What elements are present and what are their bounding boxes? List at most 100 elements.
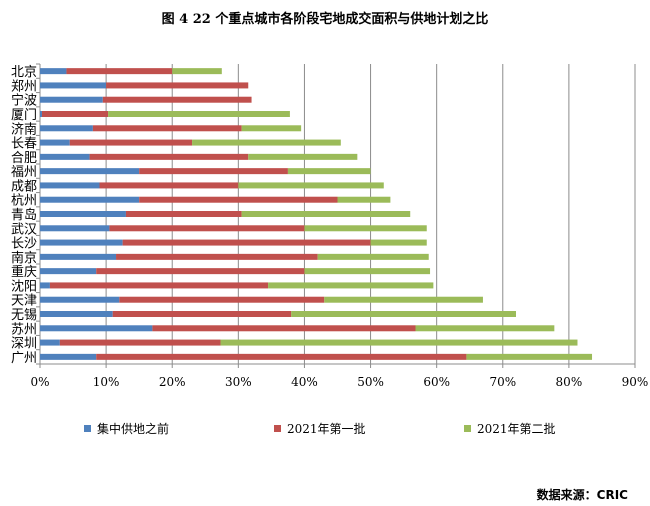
y-tick-label: 长沙 xyxy=(11,237,37,252)
bar-segment-series-3 xyxy=(268,282,434,289)
bar-segment-series-3 xyxy=(172,68,222,75)
bar-segment-series-3 xyxy=(415,325,555,332)
chart-title: 图 4 22 个重点城市各阶段宅地成交面积与供地计划之比 xyxy=(161,12,489,27)
bar-segment-series-3 xyxy=(324,296,483,303)
bar-segment-series-2 xyxy=(59,339,221,346)
bar-segment-series-3 xyxy=(466,353,593,360)
bar-segment-series-1 xyxy=(40,253,117,260)
bar-segment-series-2 xyxy=(66,68,173,75)
y-tick-label: 深圳 xyxy=(11,337,37,352)
bar-segment-series-3 xyxy=(241,125,302,132)
y-tick-label: 苏州 xyxy=(11,321,37,337)
y-tick-label: 沈阳 xyxy=(11,279,37,294)
y-tick-label: 无锡 xyxy=(11,308,37,323)
bar-segment-series-1 xyxy=(40,211,126,217)
bar-segment-series-1 xyxy=(40,268,97,275)
bar-segment-series-2 xyxy=(41,111,109,117)
y-tick-label: 武汉 xyxy=(11,222,37,237)
bar-segment-series-1 xyxy=(40,339,60,346)
y-tick-label: 郑州 xyxy=(11,79,37,94)
legend-item-series-1: 集中供地之前 xyxy=(84,420,169,437)
x-tick-label: 40% xyxy=(291,375,318,389)
bar-segment-series-2 xyxy=(49,282,269,289)
bar-segment-series-2 xyxy=(125,211,242,217)
bar-segment-series-3 xyxy=(108,111,290,117)
bar-segment-series-1 xyxy=(40,125,93,132)
bar-segment-series-2 xyxy=(109,225,305,232)
x-tick-label: 60% xyxy=(423,375,450,389)
bar-segment-series-2 xyxy=(96,353,467,360)
bar-segment-series-1 xyxy=(40,168,140,175)
y-tick-label: 天津 xyxy=(11,294,37,309)
bar-segment-series-2 xyxy=(92,125,242,132)
bar-segment-series-3 xyxy=(220,339,578,346)
x-tick-label: 70% xyxy=(489,375,516,389)
legend: 集中供地之前 2021年第一批 2021年第二批 xyxy=(0,420,650,440)
bar-segment-series-2 xyxy=(106,82,249,89)
legend-item-series-3: 2021年第二批 xyxy=(464,420,556,437)
x-tick-label: 30% xyxy=(225,375,252,389)
bar-segment-series-2 xyxy=(152,325,416,332)
bar-segment-series-1 xyxy=(40,153,90,160)
bar-segment-series-1 xyxy=(40,239,123,246)
bar-segment-series-2 xyxy=(122,239,371,246)
bar-segment-series-1 xyxy=(40,311,113,317)
legend-label-series-3: 2021年第二批 xyxy=(477,422,556,436)
y-tick-label: 广州 xyxy=(11,351,37,366)
source-note: 数据来源：CRIC xyxy=(536,488,628,502)
bar-segment-series-3 xyxy=(337,196,391,203)
x-tick-label: 20% xyxy=(159,375,186,389)
bar-segment-series-2 xyxy=(119,296,325,303)
legend-item-series-2: 2021年第一批 xyxy=(274,420,366,437)
bar-segment-series-2 xyxy=(99,182,239,189)
legend-label-series-2: 2021年第一批 xyxy=(287,422,366,436)
y-tick-label: 长春 xyxy=(11,137,37,152)
bar-segment-series-1 xyxy=(40,68,67,75)
legend-swatch-series-3 xyxy=(464,425,471,432)
bar-segment-series-2 xyxy=(112,311,292,317)
y-tick-label: 济南 xyxy=(11,121,37,137)
bar-segment-series-1 xyxy=(40,196,140,203)
y-tick-label: 福州 xyxy=(11,165,37,180)
bar-segment-series-1 xyxy=(40,139,70,146)
bar-segment-series-2 xyxy=(69,139,193,146)
y-tick-label: 杭州 xyxy=(11,194,37,209)
x-tick-label: 80% xyxy=(556,375,583,389)
bar-segment-series-2 xyxy=(102,96,252,103)
x-tick-label: 10% xyxy=(93,375,120,389)
bar-segment-series-1 xyxy=(40,96,103,103)
bar-segment-series-2 xyxy=(139,196,338,203)
bar-segment-series-3 xyxy=(317,253,429,260)
x-tick-label: 50% xyxy=(357,375,384,389)
bar-segment-series-3 xyxy=(238,182,384,189)
bar-segment-series-3 xyxy=(291,311,516,317)
bar-segment-series-1 xyxy=(40,182,100,189)
y-tick-label: 厦门 xyxy=(11,108,37,123)
bar-segment-series-3 xyxy=(370,239,427,246)
bar-segment-series-2 xyxy=(116,253,318,260)
bar-segment-series-3 xyxy=(192,139,341,146)
bar-segment-series-2 xyxy=(89,153,249,160)
bar-segment-series-3 xyxy=(287,168,371,175)
bar-segment-series-1 xyxy=(40,282,50,289)
bar-segment-series-2 xyxy=(139,168,288,175)
bar-segment-series-3 xyxy=(304,268,431,275)
y-tick-label: 北京 xyxy=(11,65,37,80)
legend-swatch-series-1 xyxy=(84,425,91,432)
y-tick-label: 合肥 xyxy=(11,151,37,166)
bar-segment-series-1 xyxy=(40,325,153,332)
y-tick-label: 重庆 xyxy=(11,264,37,280)
bar-segment-series-1 xyxy=(40,111,42,117)
legend-swatch-series-2 xyxy=(274,425,281,432)
bar-segment-series-3 xyxy=(248,153,358,160)
bar-segment-series-1 xyxy=(40,353,97,360)
legend-label-series-1: 集中供地之前 xyxy=(97,422,170,436)
bar-segment-series-1 xyxy=(40,296,120,303)
x-tick-label: 90% xyxy=(622,375,649,389)
y-tick-label: 青岛 xyxy=(11,207,37,223)
y-tick-label: 南京 xyxy=(11,250,37,266)
bar-segment-series-1 xyxy=(40,225,110,232)
bar-segment-series-3 xyxy=(241,211,411,217)
bar-segment-series-2 xyxy=(96,268,305,275)
